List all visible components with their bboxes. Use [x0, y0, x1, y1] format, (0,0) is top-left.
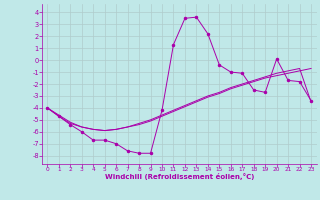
- X-axis label: Windchill (Refroidissement éolien,°C): Windchill (Refroidissement éolien,°C): [105, 173, 254, 180]
